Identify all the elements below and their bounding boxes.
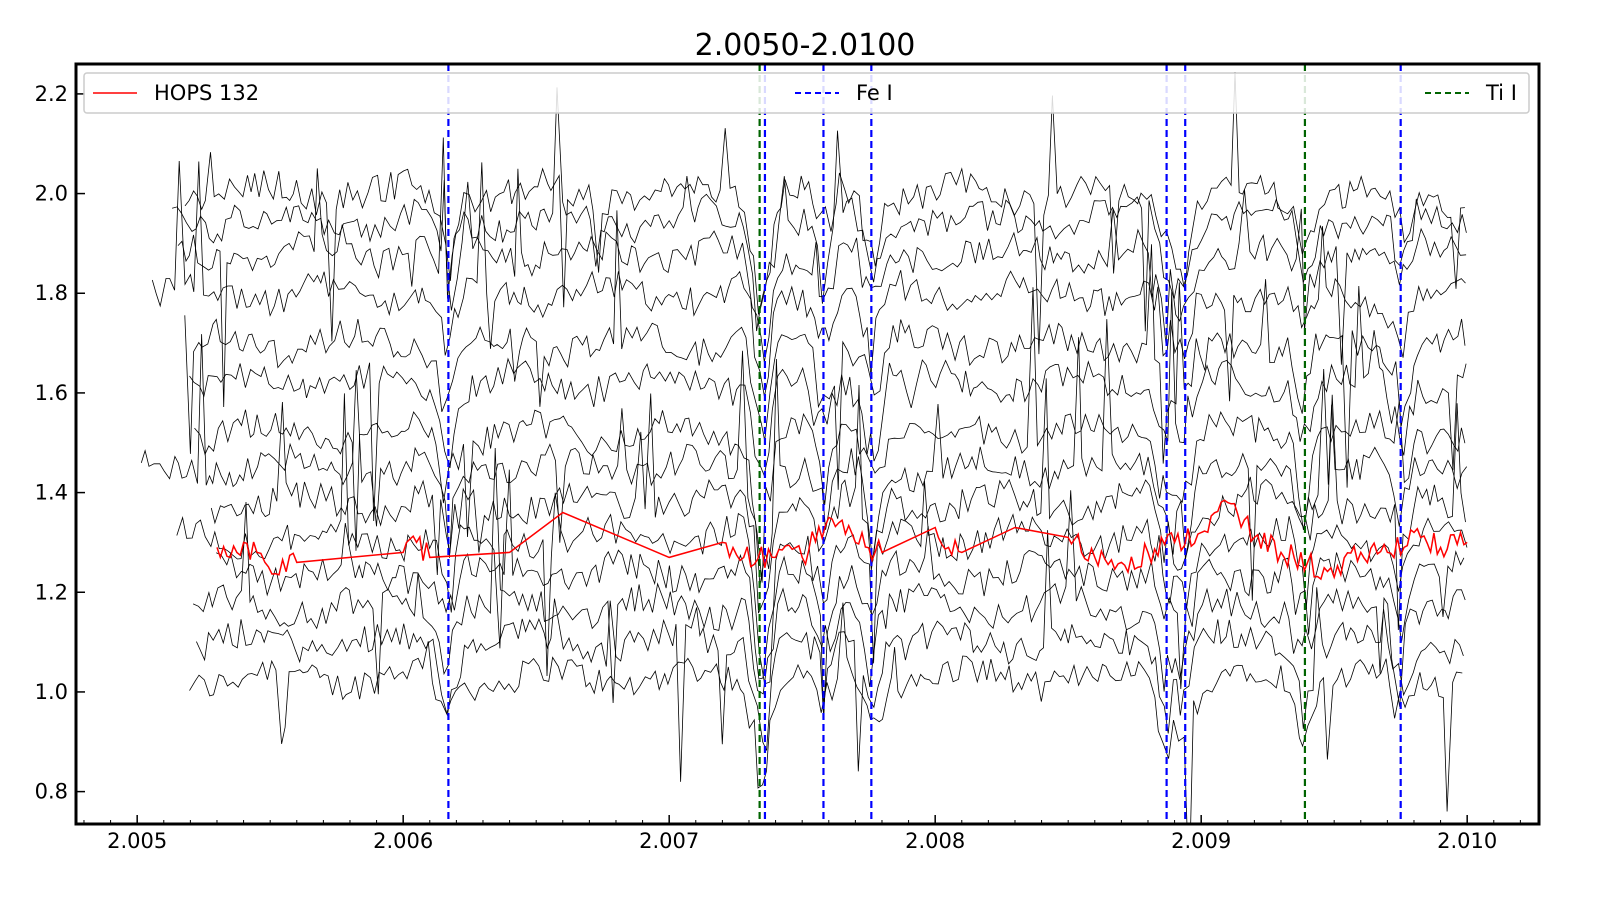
- background-spectrum-line: [216, 469, 1465, 721]
- background-spectrum-line: [196, 530, 1464, 782]
- x-tick-label: 2.005: [107, 829, 167, 853]
- y-tick-label: 1.4: [35, 481, 68, 505]
- y-tick-label: 2.2: [35, 82, 68, 106]
- background-spectrum-line: [177, 137, 1467, 408]
- highlight-series-group: [216, 499, 1468, 581]
- background-spectrum-line: [189, 602, 1463, 824]
- chart-title: 2.0050-2.0100: [695, 28, 916, 63]
- background-spectrum-line: [192, 447, 1466, 707]
- background-spectrum-line: [140, 319, 1468, 601]
- background-spectrum-line: [184, 71, 1465, 355]
- y-tick-label: 1.2: [35, 580, 68, 604]
- plot-layer: [140, 64, 1468, 824]
- background-spectrum-line: [189, 285, 1467, 522]
- background-spectrum-line: [171, 87, 1467, 332]
- spectral-lines-group: [447, 64, 1402, 824]
- plot-frame: [74, 62, 1541, 826]
- legend-label-fe: Fe I: [856, 81, 893, 105]
- x-tick-label: 2.009: [1171, 829, 1231, 853]
- x-tick-label: 2.006: [373, 829, 433, 853]
- legend-label-ti: Ti I: [1485, 81, 1517, 105]
- y-tick-label: 1.8: [35, 281, 68, 305]
- y-tick-label: 1.0: [35, 680, 68, 704]
- x-tick-label: 2.007: [639, 829, 699, 853]
- background-spectrum-line: [184, 210, 1466, 490]
- y-tick-label: 2.0: [35, 182, 68, 206]
- background-spectrum-line: [176, 393, 1468, 685]
- background-spectrum-line: [210, 378, 1466, 631]
- y-tick-label: 1.6: [35, 381, 68, 405]
- y-axis: 0.8 1.0 1.2 1.4 1.6 1.8 2.0 2.2: [35, 82, 85, 804]
- x-axis: 2.005 2.006 2.007 2.008 2.009 2.010: [83, 815, 1521, 853]
- y-tick-label: 0.8: [35, 780, 68, 804]
- background-series-group: [140, 71, 1468, 824]
- x-tick-label: 2.010: [1437, 829, 1497, 853]
- hops-132-line: [216, 499, 1468, 581]
- legend-label-hops: HOPS 132: [154, 81, 259, 105]
- background-spectrum-line: [151, 160, 1466, 402]
- background-spectrum-line: [194, 287, 1466, 583]
- legend: HOPS 132 Fe I Ti I: [83, 72, 1530, 114]
- x-tick-label: 2.008: [905, 829, 965, 853]
